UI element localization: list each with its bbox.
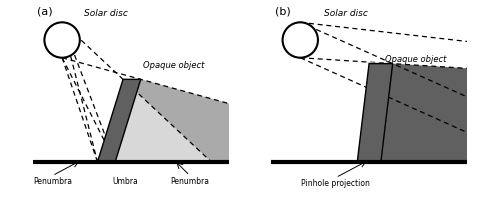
Circle shape xyxy=(44,22,80,58)
Text: Penumbra: Penumbra xyxy=(33,177,72,186)
Text: (a): (a) xyxy=(36,7,52,17)
Text: Opaque object: Opaque object xyxy=(142,61,204,70)
Polygon shape xyxy=(366,62,392,64)
Polygon shape xyxy=(98,79,123,162)
Text: Solar disc: Solar disc xyxy=(324,9,368,18)
Polygon shape xyxy=(98,79,441,162)
Polygon shape xyxy=(381,64,500,162)
Polygon shape xyxy=(98,79,140,162)
Polygon shape xyxy=(115,79,441,162)
Polygon shape xyxy=(358,64,392,162)
Polygon shape xyxy=(358,64,500,162)
Circle shape xyxy=(282,22,318,58)
Text: Penumbra: Penumbra xyxy=(170,177,209,186)
Text: (b): (b) xyxy=(274,7,290,17)
Text: Solar disc: Solar disc xyxy=(84,9,128,18)
Text: Umbra: Umbra xyxy=(112,177,138,186)
Text: Opaque object: Opaque object xyxy=(385,55,446,64)
Text: Pinhole projection: Pinhole projection xyxy=(301,179,370,188)
